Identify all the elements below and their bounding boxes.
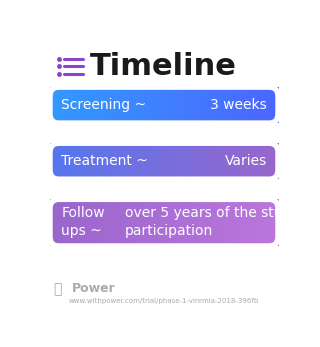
Text: ⏻: ⏻ (53, 282, 61, 296)
Text: Timeline: Timeline (90, 52, 236, 81)
Text: www.withpower.com/trial/phase-1-viremia-2018-396fb: www.withpower.com/trial/phase-1-viremia-… (69, 298, 259, 304)
Text: Power: Power (72, 282, 116, 295)
